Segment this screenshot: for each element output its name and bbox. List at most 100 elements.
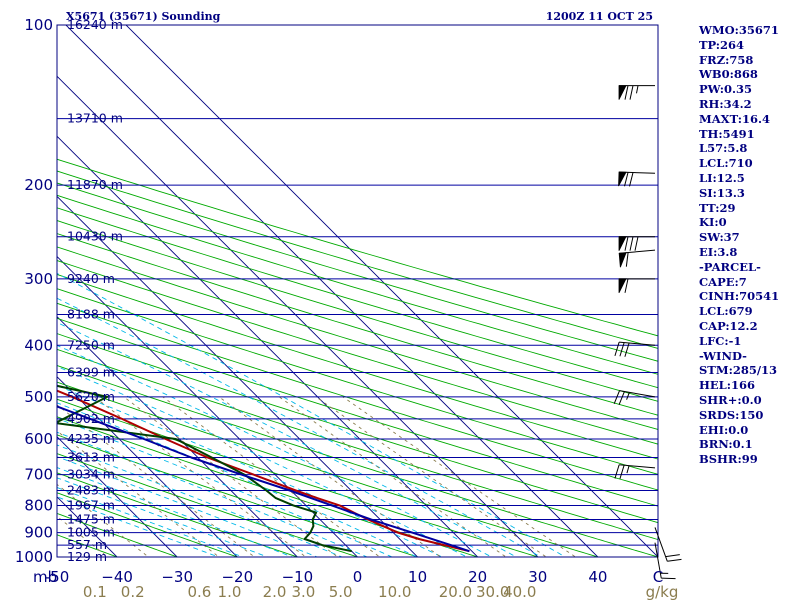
index-line: CAPE:7 bbox=[699, 274, 747, 289]
moist-adiabat bbox=[57, 366, 468, 557]
wind-barb bbox=[618, 249, 656, 268]
isotherm bbox=[57, 135, 479, 557]
index-line: SHR+:0.0 bbox=[699, 392, 762, 407]
dry-adiabat bbox=[57, 194, 658, 375]
series-dewpoint bbox=[57, 384, 352, 553]
height-label: 3613 m bbox=[67, 449, 115, 464]
sounding-traces bbox=[57, 384, 470, 553]
index-line: LCL:679 bbox=[699, 304, 753, 319]
dry-adiabat bbox=[57, 453, 359, 557]
moist-adiabat bbox=[57, 297, 542, 557]
height-label: 13710 m bbox=[67, 111, 123, 126]
dry-adiabat bbox=[57, 246, 658, 430]
wind-barb bbox=[654, 542, 676, 580]
temperature-tick-label: -50 bbox=[45, 568, 70, 586]
index-line: RH:34.2 bbox=[699, 96, 752, 111]
mixing-ratio-line bbox=[57, 483, 150, 557]
temperature-tick-label: −10 bbox=[282, 568, 314, 586]
height-label: 16240 m bbox=[67, 17, 123, 32]
index-line: WMO:35671 bbox=[699, 23, 779, 37]
height-label: 4235 m bbox=[67, 431, 115, 446]
pressure-tick-label: 200 bbox=[24, 176, 53, 194]
wind-barb bbox=[614, 341, 656, 357]
isotherm bbox=[57, 376, 238, 557]
pressure-tick-label: 300 bbox=[24, 270, 53, 288]
temperature-tick-label: −40 bbox=[101, 568, 133, 586]
isotherm bbox=[125, 25, 658, 557]
index-line: SRDS:150 bbox=[699, 407, 764, 422]
mixing-ratio-line bbox=[57, 404, 256, 557]
height-label: 6399 m bbox=[67, 365, 115, 380]
isotherm bbox=[57, 75, 539, 557]
isotherm bbox=[57, 255, 359, 557]
mixing-ratio-unit: g/kg bbox=[646, 583, 679, 600]
series-parcel bbox=[57, 405, 470, 553]
moist-adiabat bbox=[57, 272, 567, 557]
index-line: PW:0.35 bbox=[699, 82, 753, 97]
index-line: BSHR:99 bbox=[699, 452, 758, 467]
mixing-ratio-label: 2.0 bbox=[263, 583, 287, 600]
dry-adiabat bbox=[57, 220, 658, 402]
height-label: 1005 m bbox=[67, 525, 115, 540]
height-label: 10430 m bbox=[67, 229, 123, 244]
dry-adiabat bbox=[57, 170, 658, 349]
isotherm bbox=[0, 13, 8, 568]
mixing-ratio-label: 3.0 bbox=[291, 583, 315, 600]
dry-adiabat bbox=[57, 434, 420, 557]
pressure-tick-label: 600 bbox=[24, 430, 53, 448]
y-unit-label: mb bbox=[33, 568, 57, 586]
dry-adiabat bbox=[57, 158, 658, 337]
chart-time: 1200Z 11 OCT 25 bbox=[546, 10, 653, 23]
dry-adiabat bbox=[57, 260, 658, 445]
moist-adiabat bbox=[57, 322, 518, 557]
temperature-tick-label: 0 bbox=[353, 568, 363, 586]
dry-adiabat bbox=[57, 492, 239, 557]
mixing-ratio-line bbox=[315, 396, 548, 557]
moist-adiabat bbox=[57, 344, 493, 557]
wind-barb bbox=[618, 171, 656, 187]
mixing-ratio-line bbox=[123, 396, 339, 557]
index-line: FRZ:758 bbox=[699, 52, 754, 67]
x-unit-label: C bbox=[653, 568, 663, 586]
dry-adiabat bbox=[57, 317, 658, 507]
mixing-ratio-line bbox=[162, 396, 381, 557]
height-label: 4902 m bbox=[67, 411, 115, 426]
wind-barb bbox=[613, 390, 656, 405]
index-line: SW:37 bbox=[699, 230, 740, 245]
chart-title: X5671 (35671) Sounding bbox=[66, 10, 221, 23]
temperature-tick-label: −20 bbox=[221, 568, 253, 586]
mixing-ratio-label: 40.0 bbox=[503, 583, 536, 600]
moist-adiabat bbox=[57, 477, 269, 557]
moist-adiabat bbox=[57, 417, 394, 557]
index-line: CAP:12.2 bbox=[699, 318, 758, 333]
wind-barb bbox=[618, 236, 655, 251]
mixing-ratio-label: 0.6 bbox=[188, 583, 212, 600]
mixing-ratio-line bbox=[57, 430, 220, 557]
index-line: TT:29 bbox=[699, 200, 736, 215]
temperature-tick-label: 30 bbox=[528, 568, 547, 586]
height-label: 5620 m bbox=[67, 389, 115, 404]
index-line: EI:3.8 bbox=[699, 244, 738, 259]
height-label: 11870 m bbox=[67, 177, 123, 192]
mixing-ratio-label: 10.0 bbox=[378, 583, 411, 600]
height-label: 2483 m bbox=[67, 483, 115, 498]
mixing-ratio-line bbox=[278, 396, 507, 557]
moist-adiabat bbox=[57, 431, 369, 557]
index-line: SI:13.3 bbox=[699, 185, 745, 200]
mixing-ratio-label: 0.1 bbox=[83, 583, 107, 600]
mixing-ratio-line bbox=[94, 396, 307, 557]
moist-adiabat bbox=[57, 444, 344, 557]
height-label: 557 m bbox=[67, 537, 107, 552]
dry-adiabat bbox=[57, 365, 658, 557]
index-line: L57:5.8 bbox=[699, 141, 748, 156]
wind-barb bbox=[618, 85, 655, 100]
wind-barbs bbox=[613, 85, 682, 580]
isotherm bbox=[57, 315, 299, 557]
index-line: LI:12.5 bbox=[699, 170, 745, 185]
index-line: TH:5491 bbox=[699, 126, 755, 141]
mixing-ratio-label: 0.2 bbox=[121, 583, 145, 600]
series-temperature bbox=[57, 389, 470, 553]
index-line: WB0:868 bbox=[699, 67, 758, 82]
